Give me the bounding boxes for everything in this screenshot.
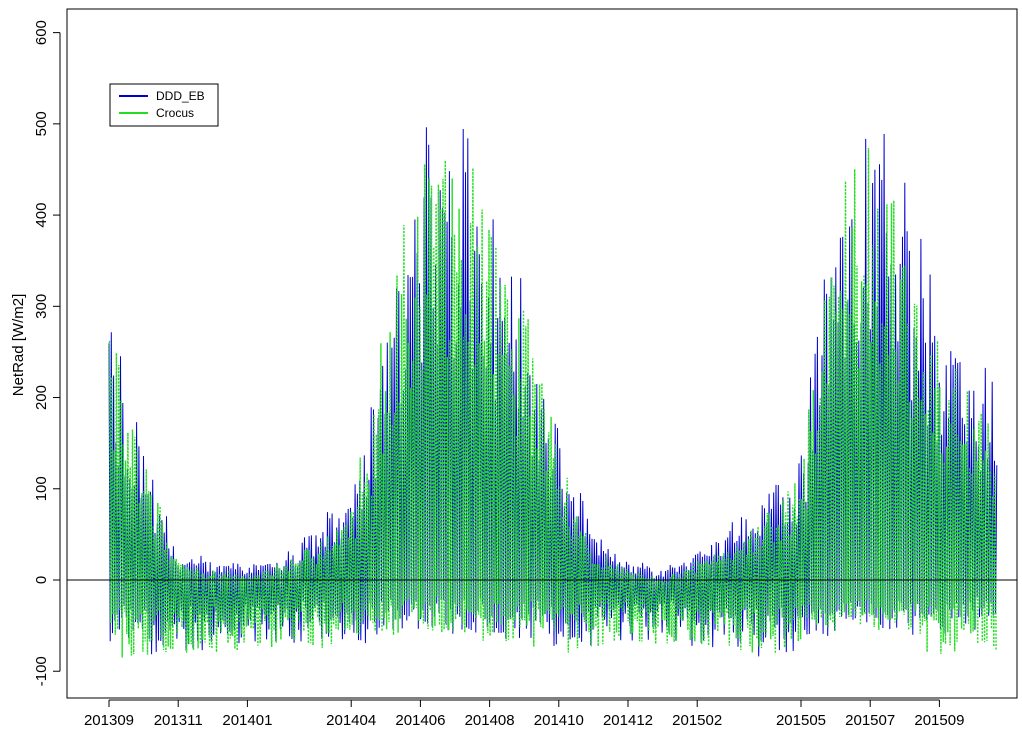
x-axis: 201309 201311 201401 201404 201406 201408 2014… bbox=[84, 699, 964, 729]
x-tick-label: 201401 bbox=[222, 712, 272, 729]
x-tick-label: 201410 bbox=[534, 712, 584, 729]
x-tick-label: 201408 bbox=[465, 712, 515, 729]
legend-label-crocus: Crocus bbox=[156, 106, 194, 120]
y-tick-label: 200 bbox=[33, 385, 50, 410]
y-tick-label: 100 bbox=[33, 476, 50, 501]
x-tick-label: 201406 bbox=[395, 712, 445, 729]
y-tick-label: 0 bbox=[33, 576, 50, 584]
y-tick-label: 500 bbox=[33, 111, 50, 136]
y-axis: -100 0 100 200 300 400 500 600 bbox=[33, 20, 61, 686]
series-line-crocus bbox=[108, 148, 997, 658]
y-tick-label: 600 bbox=[33, 20, 50, 45]
y-tick-label: 400 bbox=[33, 203, 50, 228]
legend-label-ddd-eb: DDD_EB bbox=[156, 89, 205, 103]
x-tick-label: 201502 bbox=[672, 712, 722, 729]
x-tick-label: 201404 bbox=[326, 712, 376, 729]
y-tick-label: 300 bbox=[33, 294, 50, 319]
plot-box bbox=[66, 8, 1018, 699]
y-tick-label: -100 bbox=[33, 656, 50, 686]
x-tick-label: 201509 bbox=[914, 712, 964, 729]
x-tick-label: 201311 bbox=[154, 712, 203, 729]
x-tick-label: 201412 bbox=[603, 712, 653, 729]
legend-box bbox=[109, 83, 219, 127]
series-layer bbox=[108, 127, 998, 658]
legend: DDD_EB Crocus bbox=[109, 83, 219, 127]
y-axis-title: NetRad [W/m2] bbox=[10, 294, 27, 397]
x-tick-label: 201507 bbox=[845, 712, 895, 729]
x-tick-label: 201505 bbox=[776, 712, 826, 729]
x-tick-label: 201309 bbox=[84, 712, 134, 729]
